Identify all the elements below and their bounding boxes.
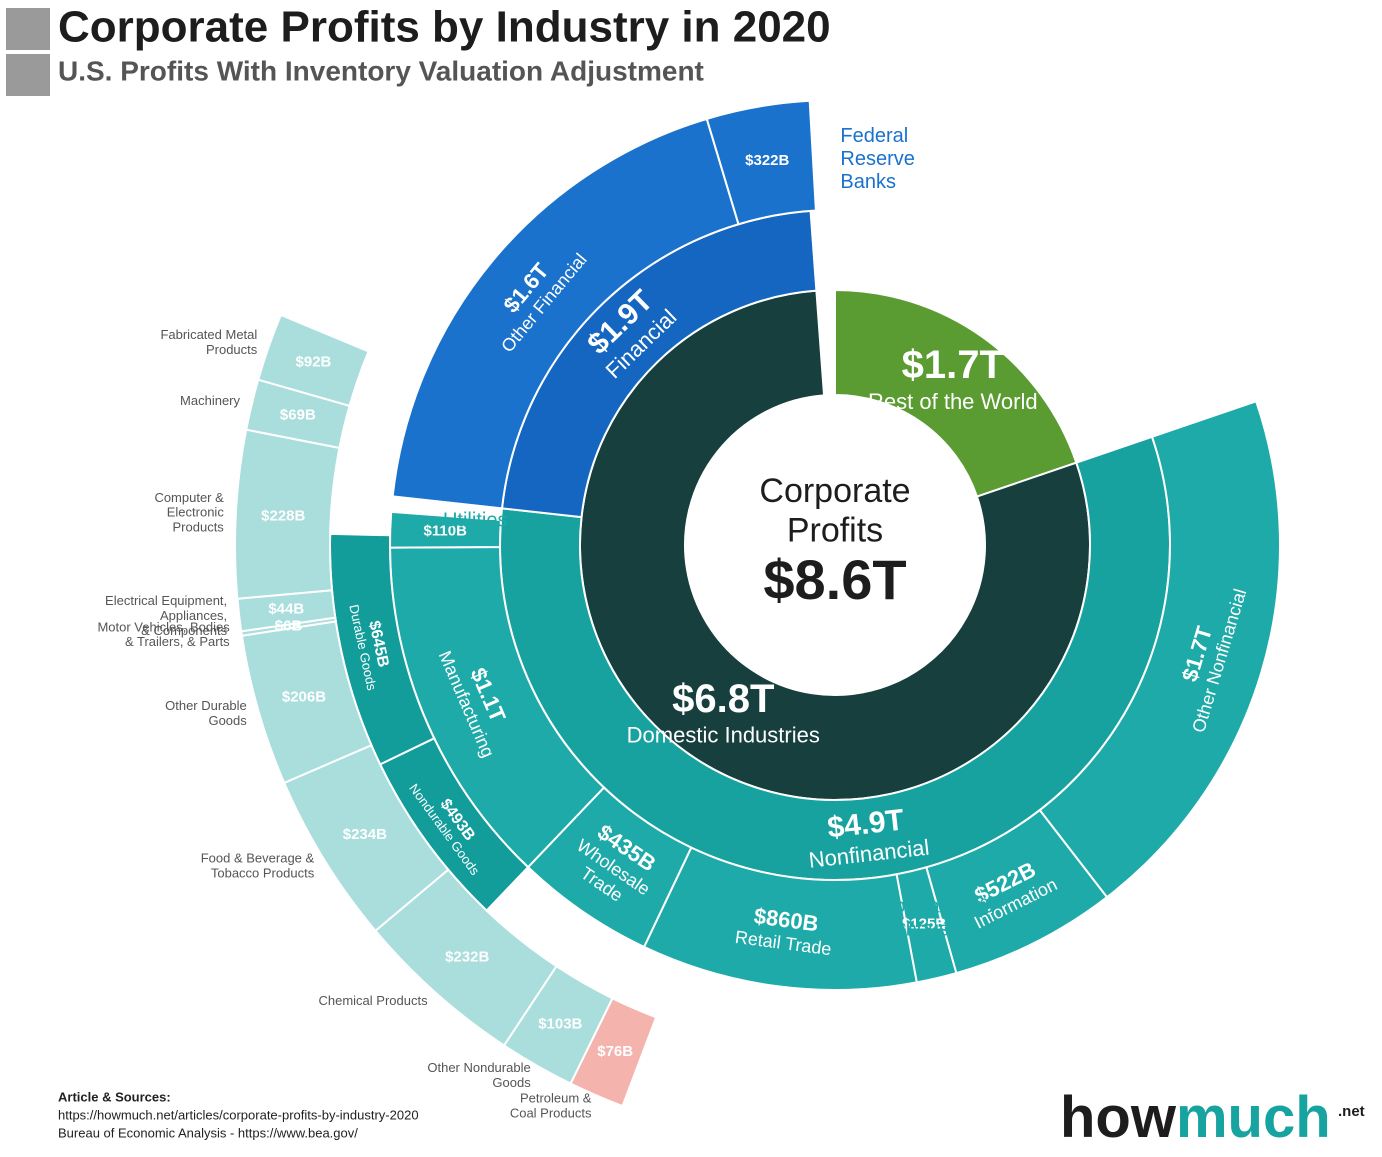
segment-label: Transportation & xyxy=(844,895,992,917)
logo-much: much xyxy=(1176,1085,1331,1150)
segment xyxy=(834,288,1078,498)
logo: howmuch xyxy=(1060,1085,1331,1150)
segment-label: Chemical Products xyxy=(318,993,428,1008)
segment-label: Machinery xyxy=(180,393,240,408)
segment-label: Profits xyxy=(787,511,883,549)
segment-label: Reserve xyxy=(840,148,914,170)
source-line: Bureau of Economic Analysis - https://ww… xyxy=(58,1125,358,1140)
value-label: $69B xyxy=(280,407,316,424)
segment-label: Domestic Industries xyxy=(627,723,820,748)
logo-how: how xyxy=(1060,1085,1177,1150)
share-twitter[interactable] xyxy=(6,8,50,50)
segment-label: Warehousing xyxy=(859,918,976,940)
segment-label: Utilities xyxy=(443,509,507,531)
segment-label: Computer & xyxy=(154,490,224,505)
segment-label: & Trailers, & Parts xyxy=(125,634,230,649)
value-label: $92B xyxy=(296,354,332,371)
segment-label: Appliances, xyxy=(160,608,227,623)
logo-suffix: .net xyxy=(1338,1103,1365,1120)
segment-label: Products xyxy=(206,342,258,357)
value-label: $232B xyxy=(445,948,489,965)
segment-label: Petroleum & xyxy=(520,1090,592,1105)
segment-label: Tobacco Products xyxy=(211,865,315,880)
segment-label: Food & Beverage & xyxy=(201,850,315,865)
value-label: $103B xyxy=(538,1015,582,1032)
segment-label: Rest of the World xyxy=(868,389,1038,414)
value-label: $8.6T xyxy=(763,548,906,611)
value-label: $76B xyxy=(597,1043,633,1060)
segment-label: Coal Products xyxy=(510,1105,592,1120)
sources-heading: Article & Sources: xyxy=(58,1089,171,1104)
segment-label: Motor Vehicles, Bodies xyxy=(97,619,230,634)
segment-label: Other Durable xyxy=(165,698,247,713)
segment-label: Goods xyxy=(492,1075,531,1090)
source-line: https://howmuch.net/articles/corporate-p… xyxy=(58,1107,419,1122)
value-label: $206B xyxy=(282,689,326,706)
segment-label: Banks xyxy=(840,171,896,193)
segment-label: Products xyxy=(173,520,225,535)
segment-label: Electrical Equipment, xyxy=(105,593,227,608)
center-circle xyxy=(685,395,985,695)
value-label: $44B xyxy=(268,600,304,617)
segment xyxy=(256,313,370,408)
chart-title: Corporate Profits by Industry in 2020 xyxy=(58,3,831,52)
segment xyxy=(389,510,503,549)
value-label: $110B xyxy=(424,523,468,540)
segment-label: Goods xyxy=(208,713,247,728)
value-label: $125B xyxy=(902,916,946,933)
share-facebook[interactable] xyxy=(6,54,50,96)
segment-label: Other Nondurable xyxy=(427,1060,530,1075)
segment xyxy=(705,99,817,226)
value-label: $228B xyxy=(261,507,305,524)
value-label: $1.7T xyxy=(902,343,1004,387)
value-label: $234B xyxy=(343,826,387,843)
value-label: $322B xyxy=(745,152,789,169)
chart-subtitle: U.S. Profits With Inventory Valuation Ad… xyxy=(58,55,704,86)
segment-label: Corporate xyxy=(759,472,910,510)
segment-label: Electronic xyxy=(167,505,225,520)
segment-label: Federal xyxy=(840,125,908,147)
value-label: $6.8T xyxy=(672,677,774,721)
segment-label: & Components xyxy=(141,623,227,638)
value-label: $6B xyxy=(275,617,303,634)
segment-label: Fabricated Metal xyxy=(160,327,257,342)
